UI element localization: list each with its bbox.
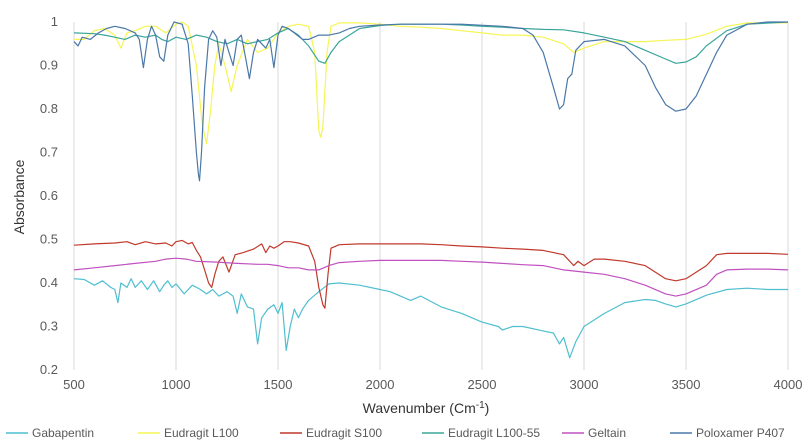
y-tick-label: 0.3 (40, 319, 58, 334)
x-tick-label: 2000 (366, 377, 395, 392)
y-tick-label: 0.4 (40, 275, 58, 290)
y-tick-label: 0.7 (40, 145, 58, 160)
series-eudragit-s100 (73, 239, 789, 309)
plot-series (73, 21, 789, 359)
y-tick-label: 0.6 (40, 188, 58, 203)
legend-item: Geltain (562, 426, 626, 440)
y-tick-label: 1 (51, 14, 58, 29)
legend-label: Eudragit S100 (306, 426, 382, 440)
y-tick-label: 0.5 (40, 232, 58, 247)
series-eudragit-l100-55 (73, 21, 789, 64)
gridlines (73, 22, 789, 370)
legend-item: Poloxamer P407 (670, 426, 785, 440)
y-axis-ticks: 0.2 0.3 0.4 0.5 0.6 0.7 0.8 0.9 1 (40, 14, 58, 377)
x-tick-label: 1000 (162, 377, 191, 392)
legend: Gabapentin Eudragit L100 Eudragit S100 Eudr… (6, 426, 785, 440)
x-axis-title: Wavenumber (Cm-1) (363, 400, 490, 416)
y-tick-label: 0.2 (40, 362, 58, 377)
legend-label: Gabapentin (32, 426, 94, 440)
y-tick-label: 0.9 (40, 58, 58, 73)
y-axis-title: Absorbance (11, 159, 27, 234)
x-tick-label: 4000 (774, 377, 803, 392)
series-eudragit-l100 (74, 21, 788, 145)
x-tick-label: 2500 (468, 377, 497, 392)
series-poloxamer-p407 (73, 21, 788, 182)
legend-label: Eudragit L100 (164, 426, 239, 440)
x-tick-label: 3000 (570, 377, 599, 392)
legend-item: Eudragit L100 (138, 426, 239, 440)
x-tick-label: 3500 (672, 377, 701, 392)
x-axis-title-sup: -1 (476, 400, 485, 411)
legend-item: Eudragit S100 (280, 426, 382, 440)
x-tick-label: 500 (63, 377, 85, 392)
x-axis-title-end: ) (485, 400, 490, 416)
x-axis-title-main: Wavenumber (Cm (363, 400, 476, 416)
series-gabapentin (73, 278, 788, 359)
legend-label: Poloxamer P407 (696, 426, 785, 440)
x-tick-label: 1500 (264, 377, 293, 392)
legend-item: Eudragit L100-55 (422, 426, 540, 440)
legend-label: Geltain (588, 426, 626, 440)
series-geltain (73, 257, 789, 297)
legend-item: Gabapentin (6, 426, 94, 440)
legend-label: Eudragit L100-55 (448, 426, 540, 440)
y-tick-label: 0.8 (40, 101, 58, 116)
x-axis-ticks: 500 1000 1500 2000 2500 3000 3500 4000 (63, 377, 802, 392)
